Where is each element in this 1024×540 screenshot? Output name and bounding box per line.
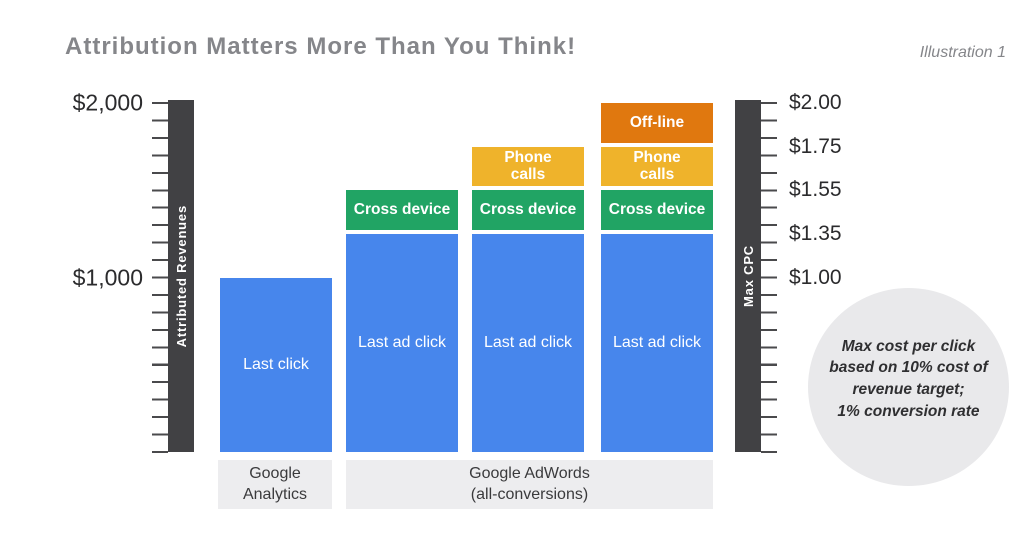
left-axis-ticks <box>152 102 168 453</box>
bar-segment-last-ad-click: Last ad click <box>472 233 584 452</box>
group-label-google-analytics: Google Analytics <box>218 460 332 509</box>
right-axis-label: $1.35 <box>789 221 842 245</box>
left-axis-label: $2,000 <box>72 89 143 116</box>
bar-segment-phone-calls: Phone calls <box>601 146 713 187</box>
bar-segment-label: Last click <box>243 355 309 373</box>
max-cpc-note-text: Max cost per click based on 10% cost of … <box>829 337 988 420</box>
right-axis-label: $2.00 <box>789 91 842 114</box>
left-axis-bar: Attributed Revenues <box>168 100 194 452</box>
bar-segment-cross-device: Cross device <box>472 190 584 230</box>
bar-segment-label: Off-line <box>629 113 685 131</box>
bar-segment-label: Last ad click <box>357 333 447 351</box>
bar-segment-last-click: Last click <box>220 277 332 452</box>
bar-segment-label: Phone calls <box>633 148 681 184</box>
bar-segment-label: Cross device <box>608 201 706 219</box>
right-axis-label: $1.75 <box>789 134 842 158</box>
bar-segment-label: Last ad click <box>483 333 573 351</box>
left-axis-title: Attributed Revenues <box>173 204 189 348</box>
max-cpc-note-circle: Max cost per click based on 10% cost of … <box>808 288 1009 486</box>
right-axis-label: $1.55 <box>789 178 842 202</box>
right-axis-title: Max CPC <box>740 245 756 307</box>
right-axis-bar: Max CPC <box>735 100 761 452</box>
right-axis-ticks <box>761 102 777 453</box>
bar-segment-phone-calls: Phone calls <box>472 146 584 187</box>
bar-segment-label: Phone calls <box>504 148 552 184</box>
bar-segment-last-ad-click: Last ad click <box>601 233 713 452</box>
bar-segment-label: Last ad click <box>612 333 702 351</box>
right-axis-label: $1.00 <box>789 265 842 289</box>
page-title: Attribution Matters More Than You Think! <box>65 33 577 60</box>
bar-segment-off-line: Off-line <box>601 103 713 143</box>
illustration-label: Illustration 1 <box>919 44 1006 61</box>
bar-segment-last-ad-click: Last ad click <box>346 233 458 452</box>
bar-segment-label: Cross device <box>353 201 451 219</box>
bar-segment-cross-device: Cross device <box>346 190 458 230</box>
group-label-google-adwords: Google AdWords (all-conversions) <box>346 460 713 509</box>
bar-segment-label: Cross device <box>479 201 577 219</box>
bar-segment-cross-device: Cross device <box>601 190 713 230</box>
left-axis-label: $1,000 <box>72 264 143 290</box>
